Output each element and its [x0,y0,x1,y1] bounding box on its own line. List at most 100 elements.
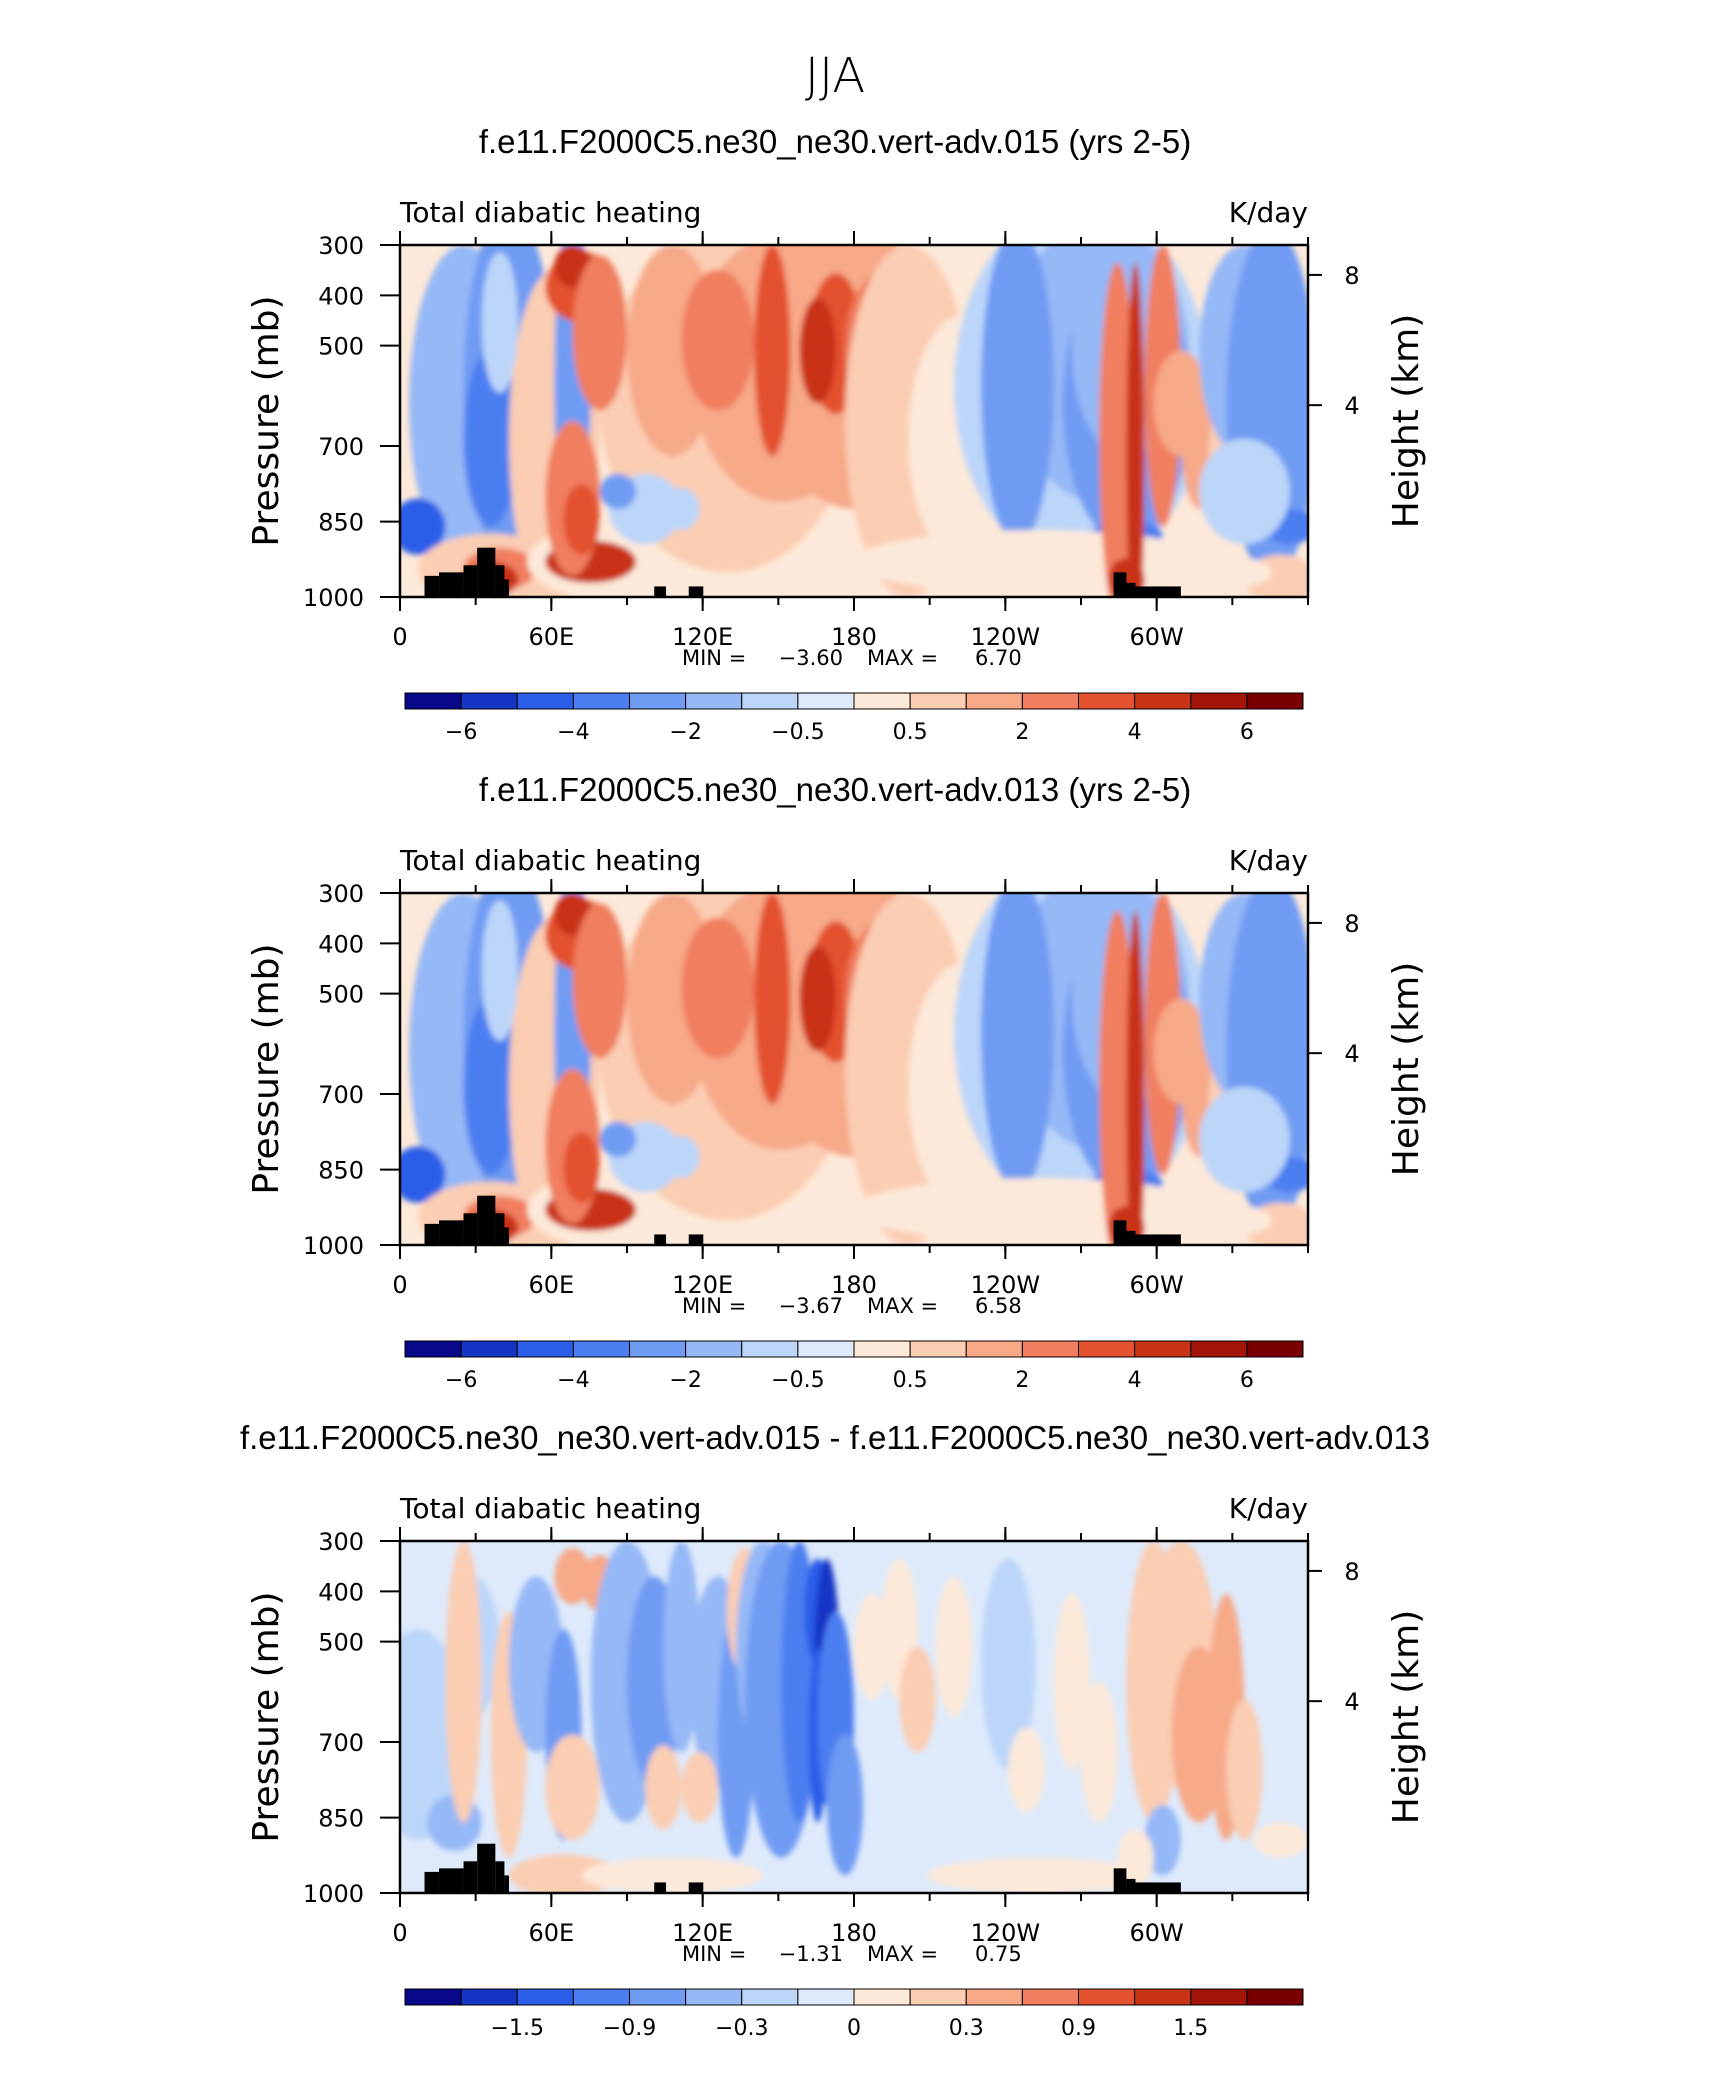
colorbar-box [1190,1340,1248,1358]
colorbar-box [685,1340,743,1358]
y-tick-label: 700 [318,433,364,461]
land-mask [654,1882,667,1893]
colorbar-label: −0.3 [715,2016,768,2041]
land-mask [1126,582,1136,597]
colorbar-box [572,1340,630,1358]
land-mask [424,575,440,597]
land-mask [688,1882,704,1893]
colorbar-label: −6 [445,1368,477,1393]
colorbar-label: −0.5 [771,1368,824,1393]
field-contour [572,255,627,411]
colorbar-box [797,692,855,710]
field-contour [563,1132,600,1203]
land-mask [477,547,496,597]
colorbar-box [1246,1340,1304,1358]
y-right-tick-label: 8 [1344,1558,1359,1586]
field-contour [508,1854,618,1893]
colorbar-box [404,1340,462,1358]
land-mask [688,1234,704,1245]
colorbar-box [797,1988,855,2006]
field-contour [981,245,1054,545]
y-tick-label: 400 [318,282,364,310]
field-contour [854,1178,1218,1242]
x-tick-label: 0 [392,1919,407,1947]
field-contour [563,484,600,555]
field-contour [981,1558,1036,1770]
colorbar-box [516,1340,574,1358]
colorbar-label: −2 [669,720,701,745]
x-tick-label: 180 [831,1271,877,1299]
y-right-tick-label: 4 [1344,392,1359,420]
land-mask [424,1871,440,1893]
colorbar-box [965,692,1023,710]
panel-2: f.e11.F2000C5.ne30_ne30.vert-adv.013 (yr… [246,771,1427,1393]
colorbar-box [1078,692,1136,710]
x-tick-label: 180 [831,623,877,651]
land-mask [688,586,704,597]
field-contour [754,245,791,457]
land-mask [495,1213,505,1245]
y-tick-label: 850 [318,509,364,537]
field-contour [799,945,836,1052]
colorbar-box [741,1340,799,1358]
field-contour [554,1548,591,1605]
x-tick-label: 120E [672,1919,733,1947]
colorbar-label: −4 [557,1368,589,1393]
min-label: MIN = [682,646,746,670]
colorbar-box [1134,1988,1192,2006]
field-contour [481,252,519,393]
colorbar-box [1021,1988,1079,2006]
colorbar-label: 1.5 [1173,2016,1208,2041]
colorbar-box [909,692,967,710]
colorbar-label: 0 [847,2016,861,2041]
colorbar-box [853,692,911,710]
field-contours [400,245,1308,597]
variable-label: Total diabatic heating [399,844,701,877]
field-contour [1126,262,1145,597]
colorbar-box [853,1988,911,2006]
colorbar-label: −4 [557,720,589,745]
min-label: MIN = [682,1294,746,1318]
colorbar-box [1246,1988,1304,2006]
field-contour [645,1745,682,1830]
y-tick-label: 1000 [303,584,364,612]
panel-1: f.e11.F2000C5.ne30_ne30.vert-adv.015 (yr… [246,123,1427,745]
colorbar-box [965,1988,1023,2006]
min-value: −1.31 [779,1942,843,1966]
max-label: MAX = [867,1294,938,1318]
heatmap-field [400,893,1308,1245]
y-right-tick-label: 8 [1344,262,1359,290]
colorbar-box [1190,1988,1248,2006]
colorbar-box [1021,1340,1079,1358]
field-contour [981,893,1054,1193]
x-tick-label: 120W [971,623,1041,651]
field-contour [1162,554,1272,590]
land-mask [654,1234,667,1245]
heatmap-field [400,1541,1308,1893]
x-tick-label: 60E [528,623,574,651]
y-tick-label: 1000 [303,1232,364,1260]
x-tick-label: 60E [528,1919,574,1947]
field-contour [1153,998,1209,1105]
land-mask [1113,1868,1127,1893]
y-tick-label: 1000 [303,1880,364,1908]
x-tick-label: 120W [971,1271,1041,1299]
land-mask [463,1213,478,1245]
x-tick-label: 120E [672,1271,733,1299]
colorbar-label: 2 [1015,1368,1029,1393]
colorbar-box [685,692,743,710]
land-mask [477,1843,496,1893]
field-contour [481,900,519,1041]
land-mask [504,1875,509,1893]
field-contour [854,530,1218,594]
land-mask [504,1227,509,1245]
field-contour [1126,910,1145,1245]
field-contour [581,1857,764,1893]
y-right-tick-label: 4 [1344,1688,1359,1716]
colorbar-box [965,1340,1023,1358]
colorbar-box [1246,692,1304,710]
land-mask [1113,1220,1127,1245]
land-mask [439,1220,464,1245]
field-contour [681,269,755,411]
